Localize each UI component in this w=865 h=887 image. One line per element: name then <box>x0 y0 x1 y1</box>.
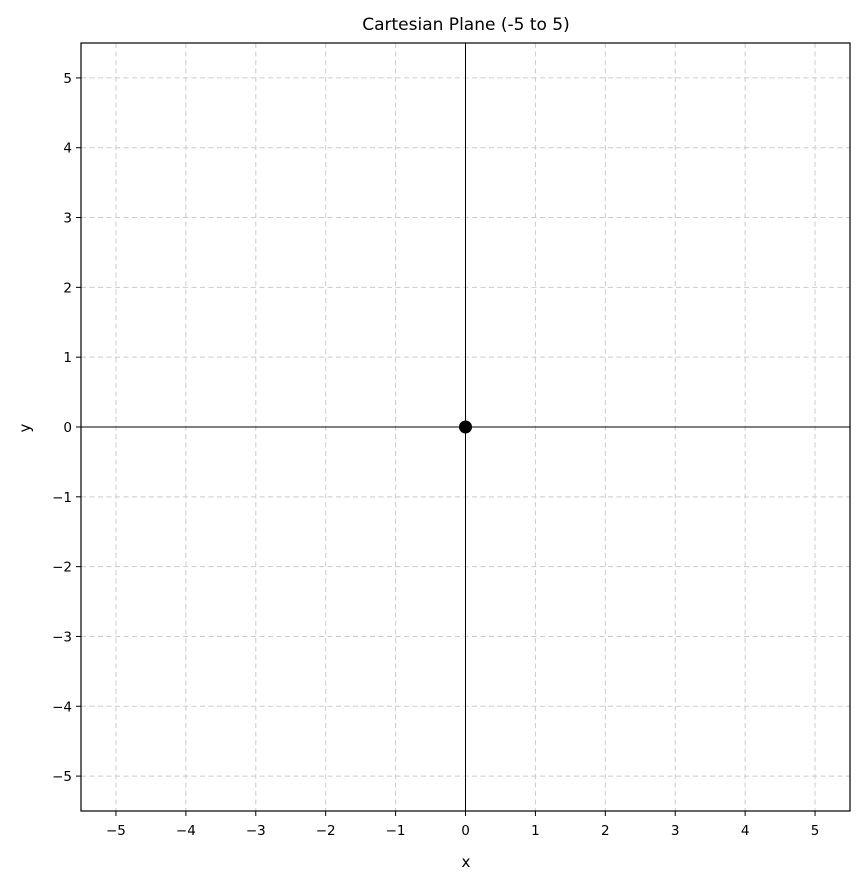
y-tick-label: 4 <box>63 141 72 157</box>
x-tick-label: 3 <box>671 823 680 839</box>
x-tick-label: 5 <box>811 823 820 839</box>
x-tick-label: −2 <box>316 823 336 839</box>
x-tick-label: 4 <box>741 823 750 839</box>
y-axis-label: y <box>16 423 34 432</box>
data-point <box>459 420 472 434</box>
y-tick-label: 1 <box>63 350 72 366</box>
y-tick-label: −3 <box>52 629 72 645</box>
x-tick-label: 2 <box>601 823 610 839</box>
x-tick-label: −5 <box>106 823 126 839</box>
y-tick-label: 5 <box>63 71 72 87</box>
x-axis-ticks: −5 −4 −3 −2 −1 0 1 2 3 4 5 <box>106 811 819 839</box>
y-tick-label: 3 <box>63 211 72 227</box>
x-tick-label: 0 <box>461 823 470 839</box>
y-tick-label: −2 <box>52 560 72 576</box>
y-tick-label: −1 <box>52 490 72 506</box>
x-tick-label: −1 <box>386 823 406 839</box>
y-axis-ticks: −5 −4 −3 −2 −1 0 1 2 3 4 5 <box>52 71 81 785</box>
x-tick-label: 1 <box>531 823 540 839</box>
y-tick-label: −4 <box>52 699 72 715</box>
x-tick-label: −3 <box>246 823 266 839</box>
y-tick-label: 0 <box>63 420 72 436</box>
x-axis-label: x <box>462 853 471 871</box>
chart-title: Cartesian Plane (-5 to 5) <box>362 15 570 35</box>
y-tick-label: −5 <box>52 769 72 785</box>
x-tick-label: −4 <box>176 823 196 839</box>
y-tick-label: 2 <box>63 280 72 296</box>
data-points <box>459 420 472 434</box>
